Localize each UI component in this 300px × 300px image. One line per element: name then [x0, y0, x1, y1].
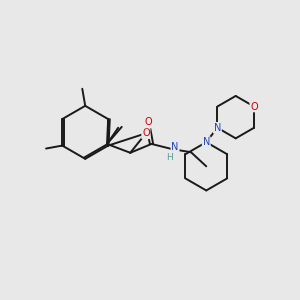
Text: H: H [166, 153, 172, 162]
Text: N: N [214, 123, 221, 133]
Text: O: O [142, 128, 150, 138]
Text: N: N [202, 137, 210, 147]
Text: O: O [250, 101, 258, 112]
Text: N: N [171, 142, 179, 152]
Text: O: O [144, 117, 152, 128]
